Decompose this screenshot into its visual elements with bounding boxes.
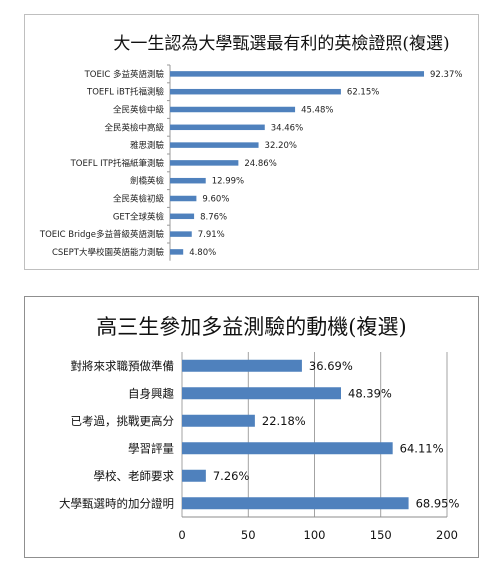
bar — [182, 469, 206, 482]
category-label: 劍橋英檢 — [130, 176, 165, 187]
category-label: CSEPT大學校園英語能力測驗 — [52, 247, 165, 258]
bar — [182, 497, 409, 510]
category-label: 對將來求職預做準備 — [71, 359, 175, 373]
data-label: 22.18% — [262, 414, 306, 428]
category-label: GET全球英檢 — [113, 211, 165, 222]
bar — [170, 177, 206, 184]
category-label: 學習評量 — [128, 441, 174, 455]
data-label: 48.39% — [348, 386, 392, 400]
category-label: 雅思測驗 — [130, 140, 165, 151]
data-label: 34.46% — [271, 123, 303, 133]
bar — [170, 88, 341, 95]
chart-panel-2: 高三生參加多益測驗的動機(複選) 0 50 100 150 200 對將來求職預做準備 36… — [24, 296, 479, 558]
x-tick-label: 50 — [241, 528, 256, 542]
category-label: TOEFL iBT托福測驗 — [86, 87, 164, 98]
x-tick-label: 0 — [178, 528, 185, 542]
data-label: 8.76% — [200, 212, 227, 222]
category-label: 全民英檢中高級 — [104, 122, 164, 133]
data-label: 92.37% — [430, 70, 462, 80]
category-label: 全民英檢初級 — [113, 194, 165, 205]
category-label: TOEFL ITP托福紙筆測驗 — [70, 158, 165, 169]
bar-chart-1: TOEIC 多益英語測驗 92.37% TOEFL iBT托福測驗 62.15% 全民英… — [39, 64, 462, 261]
data-label: 9.60% — [202, 195, 229, 205]
bar — [170, 249, 184, 255]
bar — [170, 213, 195, 220]
data-label: 12.99% — [212, 177, 244, 187]
bar-chart-2: 0 50 100 150 200 對將來求職預做準備 36.69% 自身興趣 48.39% 已考過… — [59, 352, 460, 542]
data-label: 7.91% — [198, 230, 225, 240]
x-tick-label: 200 — [436, 528, 458, 542]
data-label: 45.48% — [301, 106, 333, 116]
bar — [170, 142, 259, 148]
category-label: 大學甄選時的加分證明 — [59, 496, 174, 510]
bar — [170, 195, 197, 202]
data-label: 24.86% — [244, 159, 276, 169]
category-label: TOEIC 多益英語測驗 — [84, 69, 165, 80]
bar — [170, 71, 425, 77]
category-label: 全民英檢中級 — [113, 105, 165, 116]
chart-panel-1: 大一生認為大學甄選最有利的英檢證照(複選) TOEIC 多益英語測驗 92.37%… — [24, 14, 479, 270]
category-label: TOEIC Bridge多益普級英語測驗 — [39, 229, 165, 240]
category-label: 學校、老師要求 — [94, 469, 175, 483]
category-label: 自身興趣 — [128, 386, 174, 400]
data-label: 64.11% — [400, 441, 444, 455]
x-tick-label: 150 — [370, 528, 392, 542]
data-label: 36.69% — [309, 359, 353, 373]
category-label: 已考過，挑戰更高分 — [71, 414, 175, 428]
data-label: 32.20% — [265, 141, 297, 151]
data-label: 7.26% — [213, 469, 250, 483]
bar — [182, 387, 341, 400]
bar — [182, 359, 302, 372]
bar — [170, 160, 239, 166]
bar — [182, 442, 393, 455]
bar — [182, 414, 255, 427]
chart-title: 高三生參加多益測驗的動機(複選) — [96, 315, 407, 339]
bar — [170, 231, 192, 237]
chart-title: 大一生認為大學甄選最有利的英檢證照(複選) — [113, 34, 450, 54]
bar — [170, 106, 296, 113]
bar — [170, 124, 265, 131]
data-label: 62.15% — [347, 88, 379, 98]
x-tick-label: 100 — [304, 528, 326, 542]
data-label: 4.80% — [189, 248, 216, 258]
data-label: 68.95% — [416, 496, 460, 510]
